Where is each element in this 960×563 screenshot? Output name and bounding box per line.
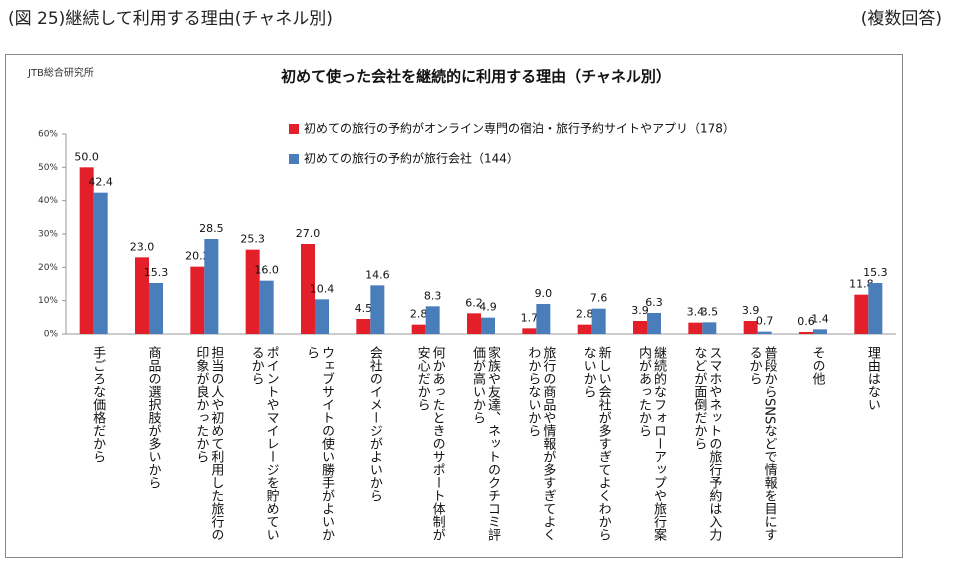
value-label: 3.9	[631, 304, 649, 317]
value-label: 2.8	[576, 308, 594, 321]
legend-swatch	[289, 124, 299, 134]
value-label: 2.8	[410, 308, 428, 321]
x-tick-label: 普段からSNSなどで情報を目にするから	[746, 346, 777, 542]
value-label: 15.3	[863, 266, 888, 279]
value-label: 1.4	[811, 312, 829, 325]
value-label: 3.9	[742, 304, 760, 317]
value-label: 4.9	[479, 301, 497, 314]
bar	[813, 329, 827, 334]
bar	[149, 283, 163, 334]
bar	[79, 167, 94, 334]
value-label: 27.0	[296, 227, 321, 240]
value-label: 0.7	[756, 315, 774, 328]
value-label: 4.5	[355, 302, 373, 315]
bar	[743, 321, 758, 334]
value-label: 42.4	[88, 176, 113, 189]
value-label: 3.5	[701, 305, 719, 318]
value-label: 25.3	[240, 233, 265, 246]
figure-note: (複数回答)	[860, 9, 942, 29]
legend-label: 初めての旅行の予約が旅行会社（144）	[304, 151, 519, 166]
value-label: 0.6	[797, 315, 815, 328]
value-label: 10.4	[310, 282, 335, 295]
x-tick-label: 旅行の商品や情報が多すぎてよくわからないから	[525, 346, 556, 541]
figure-title: (図 25)継続して利用する理由(チャネル別)	[8, 9, 333, 29]
value-label: 20.2	[185, 250, 210, 263]
bar	[799, 332, 813, 334]
y-tick-label: 0%	[44, 330, 59, 340]
bar	[591, 308, 606, 334]
x-tick-label: その他	[809, 346, 825, 385]
x-tick-label: 何かあったときのサポート体制が安心だから	[414, 346, 445, 541]
chart-title: 初めて使った会社を継続的に利用する理由（チャネル別）	[281, 68, 671, 86]
bar	[757, 331, 772, 334]
x-tick-label: ポイントやマイレージを貯めているから	[248, 346, 279, 541]
bar	[356, 319, 371, 334]
bar	[467, 313, 481, 334]
bar	[647, 313, 661, 334]
value-label: 6.2	[465, 296, 483, 309]
value-label: 15.3	[144, 266, 169, 279]
x-tick-label: 新しい会社が多すぎてよくわからないから	[580, 346, 611, 541]
legend-swatch	[289, 154, 299, 164]
bar	[259, 280, 274, 334]
y-tick-label: 40%	[38, 196, 58, 206]
bar	[522, 328, 537, 334]
bar	[854, 294, 869, 334]
y-tick-label: 20%	[38, 263, 58, 273]
bar	[135, 257, 149, 334]
bar	[190, 266, 205, 334]
x-tick-label: 会社のイメージがよいから	[366, 346, 382, 502]
source: JTB総合研究所	[27, 66, 94, 79]
value-label: 16.0	[254, 264, 279, 277]
bar	[702, 322, 717, 334]
value-label: 3.4	[687, 306, 705, 319]
bar	[536, 304, 551, 334]
bar	[370, 285, 385, 334]
value-label: 8.3	[424, 289, 442, 302]
value-label: 6.3	[645, 296, 663, 309]
y-tick-label: 10%	[38, 296, 58, 306]
bar	[245, 249, 260, 334]
value-label: 28.5	[199, 222, 224, 235]
y-tick-label: 30%	[38, 230, 58, 240]
value-label: 9.0	[535, 287, 553, 300]
x-tick-label: 担当の人や初めて利用した旅行の印象が良かったから	[193, 346, 224, 541]
bar	[301, 244, 315, 334]
bar	[633, 321, 647, 334]
chart-box: JTB総合研究所 初めて使った会社を継続的に利用する理由（チャネル別） 0% 10…	[5, 54, 903, 558]
bar	[315, 299, 329, 334]
chart: JTB総合研究所 初めて使った会社を継続的に利用する理由（チャネル別） 0% 10…	[27, 66, 896, 340]
bar	[204, 239, 219, 334]
x-tick-label: スマホやネットの旅行予約は入力などが面倒だから	[691, 346, 722, 541]
value-label: 23.0	[130, 240, 155, 253]
value-label: 11.8	[849, 278, 874, 291]
x-tick-label: 商品の選択肢が多いから	[145, 346, 161, 489]
bar	[868, 283, 883, 334]
x-tick-label: 継続的なフォローアップや旅行案内があったから	[636, 346, 666, 541]
x-tick-label: 理由はない	[864, 346, 880, 411]
value-label: 7.6	[590, 292, 608, 305]
bar	[481, 317, 495, 334]
value-label: 1.7	[521, 311, 539, 324]
x-tick-label: ウェブサイトの使い勝手がよいから	[304, 346, 334, 541]
legend-label: 初めての旅行の予約がオンライン専門の宿泊・旅行予約サイトやアプリ（178）	[304, 121, 735, 136]
bar	[93, 192, 108, 334]
x-tick-label: 手ごろな価格だから	[90, 346, 106, 463]
value-label: 50.0	[74, 150, 99, 163]
bar	[688, 322, 703, 334]
bar	[577, 324, 592, 334]
y-tick-label: 60%	[38, 130, 58, 140]
bar	[425, 306, 440, 334]
bar	[411, 324, 426, 334]
y-tick-label: 50%	[38, 163, 58, 173]
x-tick-label: 家族や友達、ネットのクチコミ評価が高いから	[470, 346, 500, 541]
value-label: 14.6	[365, 268, 390, 281]
